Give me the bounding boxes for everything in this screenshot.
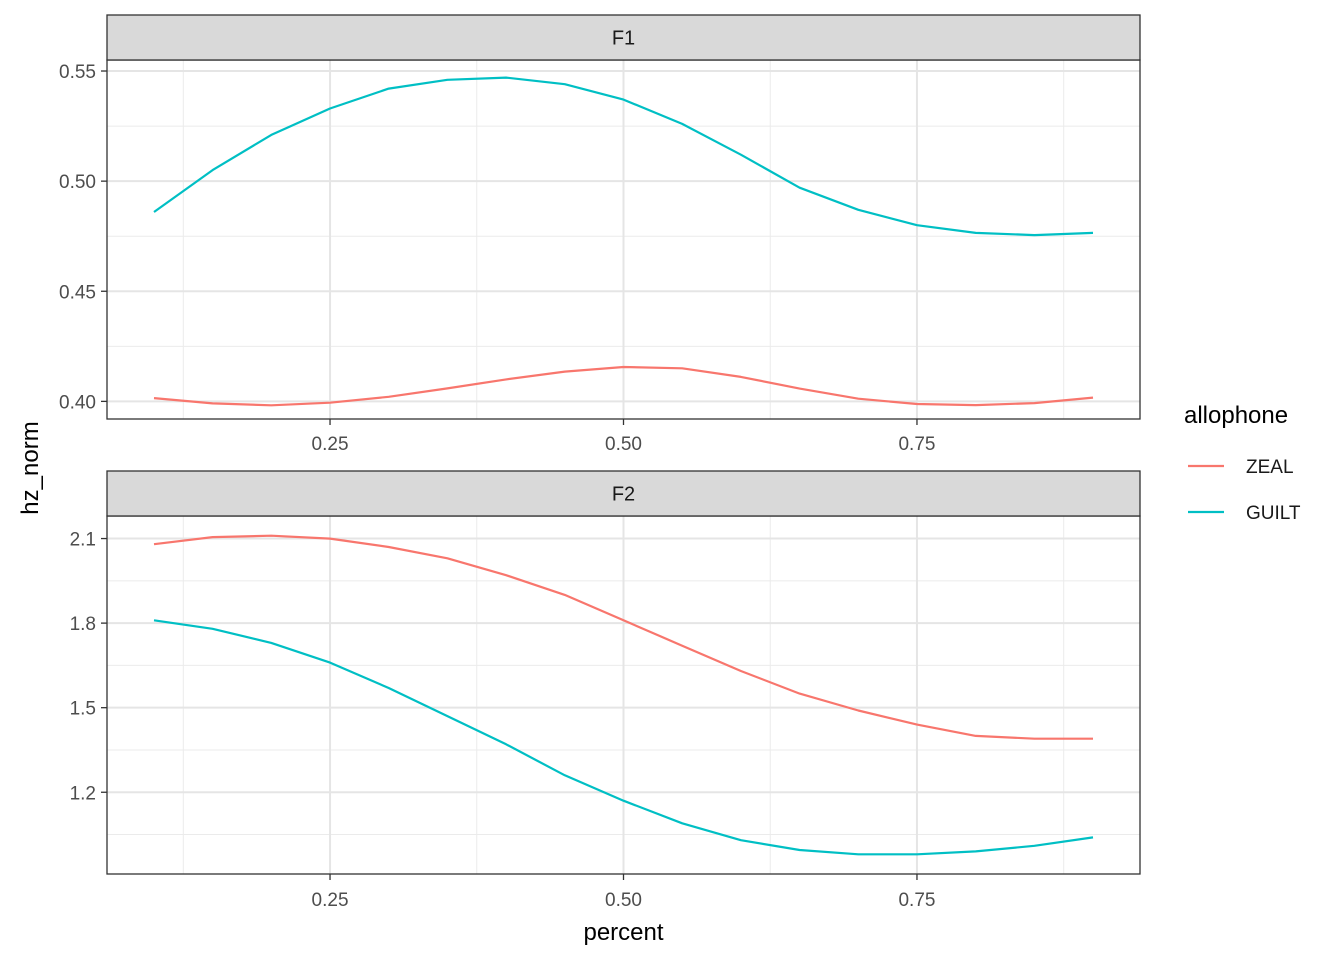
facet-strip (106, 14, 1141, 61)
x-tick-label: 0.75 (898, 890, 935, 911)
series-line-guilt-f2 (153, 619, 1094, 856)
x-tick-label: 0.25 (312, 434, 349, 455)
series-line-zeal-f2 (153, 534, 1093, 740)
x-tick-label: 0.50 (605, 434, 642, 455)
y-tick-label: 2.1 (70, 530, 96, 551)
legend-label-guilt: GUILT (1246, 503, 1301, 524)
facet-strip-label: F2 (612, 484, 635, 506)
series-line-guilt-f1 (153, 76, 1094, 237)
y-tick-label: 0.45 (59, 282, 96, 303)
facet-strip (106, 470, 1141, 517)
x-tick-label: 0.50 (605, 890, 642, 911)
legend-title: allophone (1184, 402, 1288, 429)
y-tick-label: 0.40 (59, 392, 96, 413)
y-tick-label: 1.2 (70, 783, 96, 804)
y-axis-title: hz_norm (17, 421, 44, 514)
x-tick-label: 0.75 (898, 434, 935, 455)
y-tick-label: 1.5 (70, 699, 96, 720)
y-tick-label: 1.8 (70, 614, 96, 635)
legend-label-zeal: ZEAL (1246, 457, 1294, 478)
x-axis-title: percent (583, 919, 663, 946)
facet-strip-label: F1 (612, 28, 635, 50)
y-tick-label: 0.50 (59, 172, 96, 193)
series-line-zeal-f1 (153, 365, 1094, 407)
x-tick-label: 0.25 (312, 890, 349, 911)
y-tick-label: 0.55 (59, 62, 96, 83)
